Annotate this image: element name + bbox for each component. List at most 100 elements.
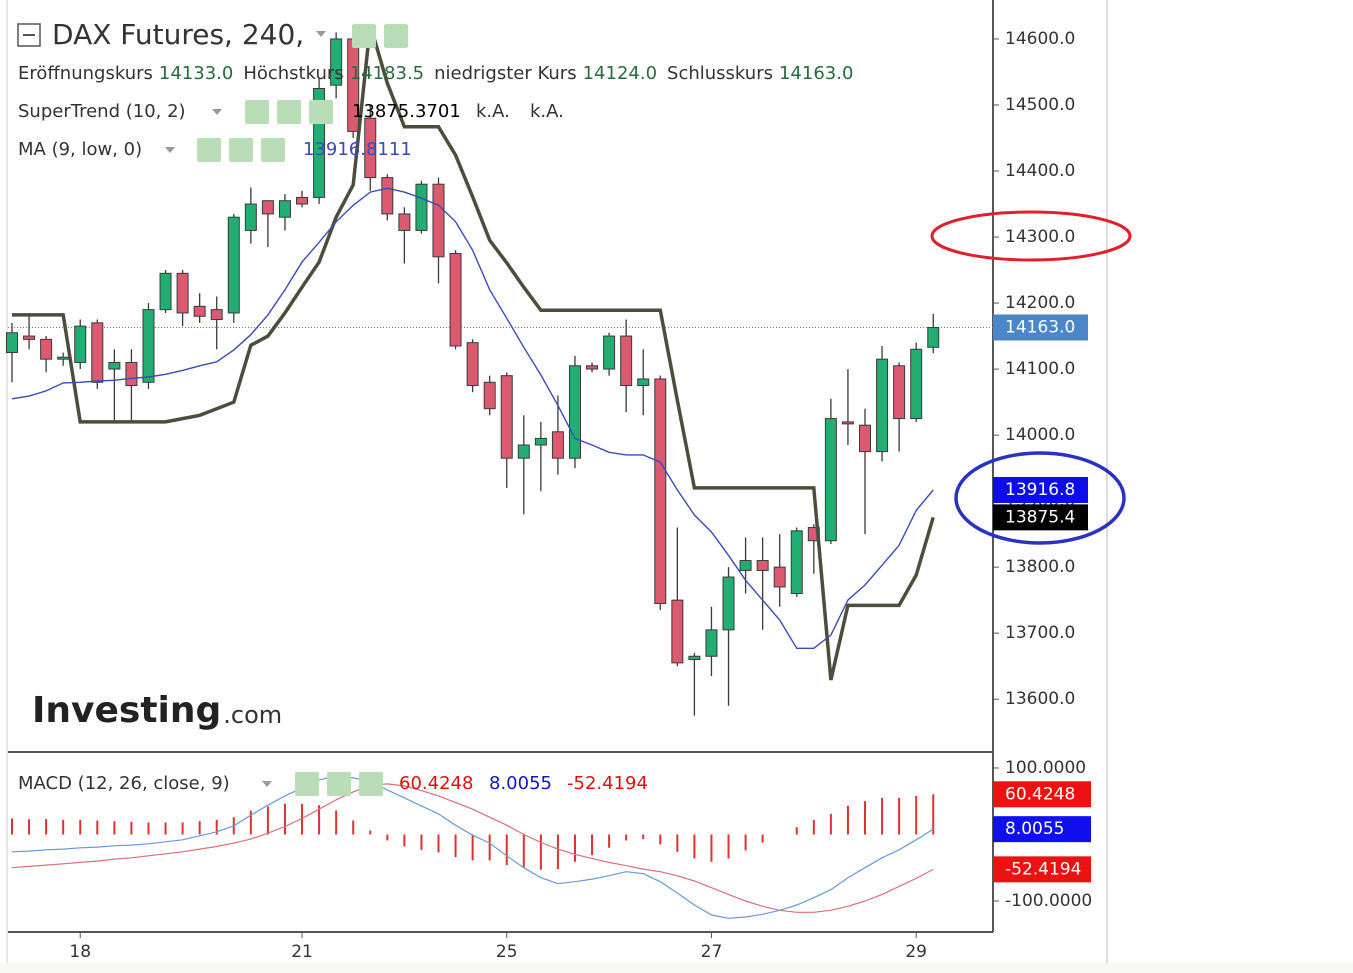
candle-body (910, 348, 923, 420)
dropdown[interactable] (165, 147, 175, 153)
candle-body (74, 325, 87, 363)
candle-body (330, 38, 343, 86)
x-tick-label: 29 (905, 942, 927, 962)
eye-icon[interactable] (197, 138, 221, 162)
candle-body (824, 418, 837, 542)
candle-body (415, 183, 428, 231)
settings-icon[interactable] (309, 100, 333, 124)
candle-body (398, 213, 411, 231)
y-tick-label: 14400.0 (1005, 161, 1075, 181)
ma-label: MA (9, low, 0) (18, 139, 142, 160)
candle-body (23, 335, 36, 340)
y-tick-label: 14100.0 (1005, 359, 1075, 379)
axis-tag (993, 314, 1088, 341)
annotation-ellipse (954, 451, 1126, 545)
axis-tag (993, 781, 1091, 808)
plot-area: Investing .com (6, 24, 993, 919)
candle-body (6, 332, 18, 354)
ohlc-label: Eröffnungskurs (18, 63, 153, 84)
remove-icon[interactable] (261, 138, 285, 162)
macd-signal-value: -52.4194 (567, 773, 648, 794)
macd-line-value: 8.0055 (489, 773, 552, 794)
y-tick-label: 13800.0 (1005, 557, 1075, 577)
eye-icon[interactable] (352, 24, 376, 48)
candle-body (227, 216, 240, 314)
axis-tag (993, 477, 1088, 504)
candle-body (841, 421, 854, 425)
y-tick-label: -100.0000 (1005, 891, 1092, 911)
x-tick-label: 21 (291, 942, 313, 962)
candle-body (483, 381, 496, 410)
candle-body (40, 338, 53, 360)
macd-line (11, 775, 934, 919)
macd-label: MACD (12, 26, close, 9) (18, 773, 230, 794)
candle-body (142, 309, 155, 383)
candle-body (534, 437, 547, 446)
candle-body (722, 576, 735, 631)
y-tick-label: 14600.0 (1005, 29, 1075, 49)
candle-body (57, 356, 70, 360)
x-tick-label: 25 (496, 942, 518, 962)
axis-tag (993, 856, 1091, 883)
watermark: Investing (32, 690, 221, 731)
candle-body (261, 200, 274, 215)
candle-body (620, 335, 633, 387)
settings-icon[interactable] (277, 100, 301, 124)
y-tick-label: 14200.0 (1005, 293, 1075, 313)
candle-body (893, 365, 906, 420)
candle-body (671, 599, 684, 664)
candle-body (278, 200, 291, 218)
candle-body (568, 365, 581, 459)
candle-body (876, 358, 889, 453)
y-tick-label: 14300.0 (1005, 227, 1075, 247)
settings-icon[interactable] (384, 24, 408, 48)
ohlc-value: 14183.5 (350, 63, 424, 84)
supertrend-value: k.A. (476, 101, 510, 122)
axis-tag-label: 14163.0 (1005, 317, 1075, 337)
annotation-ellipse (930, 210, 1132, 262)
candle-body (654, 378, 667, 604)
axis-tag-label: -52.4194 (1005, 859, 1081, 879)
chart-title: DAX Futures, 240, (52, 18, 304, 51)
candle-body (859, 424, 871, 453)
x-tick-label: 18 (69, 942, 91, 962)
axis-tag-label: 13875.4 (1005, 507, 1075, 527)
candle-body (500, 375, 513, 459)
supertrend-value: 13875.3701 (352, 101, 461, 122)
candle-body (125, 361, 138, 387)
dropdown[interactable] (212, 109, 222, 115)
ohlc-label: niedrigster Kurs (434, 63, 576, 84)
candle-body (296, 196, 309, 205)
settings-icon[interactable] (229, 138, 253, 162)
candle-body (108, 361, 121, 370)
ohlc-value: 14163.0 (779, 63, 853, 84)
candle-body (773, 566, 786, 588)
settings-icon[interactable] (327, 772, 351, 796)
ohlc-value: 14133.0 (159, 63, 233, 84)
remove-icon[interactable] (359, 772, 383, 796)
candle-body (193, 305, 206, 317)
macd-histogram-value: 60.4248 (399, 773, 473, 794)
candle-body (756, 560, 769, 571)
axis-tag (993, 816, 1091, 843)
watermark: .com (223, 701, 282, 729)
y-tick-label: 14000.0 (1005, 425, 1075, 445)
axis-tag-label: 60.4248 (1005, 784, 1075, 804)
indicator-line (11, 187, 934, 649)
candle-body (381, 177, 394, 215)
candle-body (603, 335, 616, 370)
eye-icon[interactable] (295, 772, 319, 796)
axis-tag-label: 13916.8 (1005, 480, 1075, 500)
y-tick-label: 100.0000 (1005, 758, 1086, 778)
dropdown[interactable] (316, 31, 326, 37)
dropdown[interactable] (262, 781, 272, 787)
candle-body (176, 272, 189, 314)
eye-icon[interactable] (245, 100, 269, 124)
axis-tag (993, 504, 1088, 531)
candle-body (432, 183, 445, 258)
candle-body (466, 342, 479, 387)
candle-body (790, 530, 803, 595)
axis-tag-label: 8.0055 (1005, 819, 1064, 839)
candle-body (313, 87, 326, 198)
